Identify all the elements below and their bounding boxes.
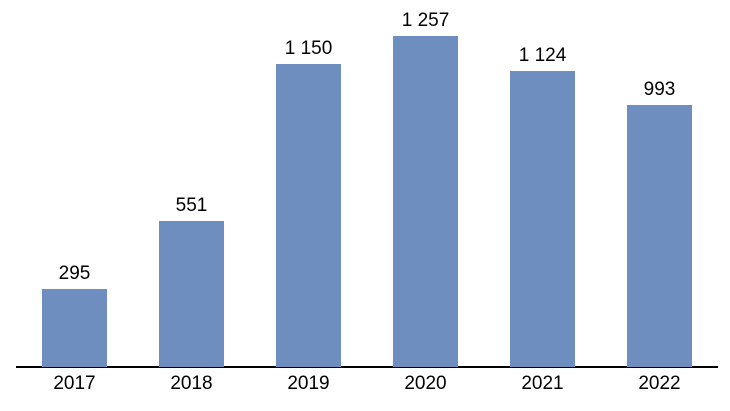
x-tick-label: 2021 xyxy=(521,373,564,394)
x-tick-label: 2019 xyxy=(287,373,330,394)
x-tick-label: 2020 xyxy=(404,373,447,394)
x-tick-label: 2022 xyxy=(638,373,681,394)
bar-value-label: 1 150 xyxy=(284,37,333,59)
bar-2021 xyxy=(510,70,575,367)
bar-value-label: 1 124 xyxy=(518,44,567,66)
x-tick-label: 2018 xyxy=(170,373,213,394)
x-axis-line xyxy=(16,366,718,368)
bar-2022 xyxy=(627,105,692,367)
bar-2020 xyxy=(393,35,458,367)
bar-2019 xyxy=(276,63,341,367)
bar-2017 xyxy=(42,288,107,367)
x-tick-label: 2017 xyxy=(53,373,96,394)
bar-value-label: 993 xyxy=(643,79,676,101)
bar-value-label: 295 xyxy=(58,262,91,284)
bar-value-label: 551 xyxy=(175,195,208,217)
bar-2018 xyxy=(159,221,224,367)
bar-value-label: 1 257 xyxy=(401,9,450,31)
